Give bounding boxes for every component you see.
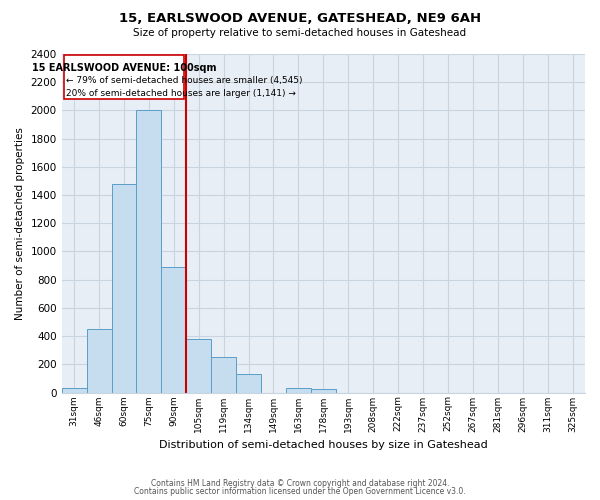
- Text: ← 79% of semi-detached houses are smaller (4,545): ← 79% of semi-detached houses are smalle…: [66, 76, 302, 85]
- Bar: [112, 184, 136, 392]
- Bar: [236, 374, 261, 392]
- Bar: [161, 267, 186, 392]
- Bar: [311, 389, 336, 392]
- X-axis label: Distribution of semi-detached houses by size in Gateshead: Distribution of semi-detached houses by …: [159, 440, 488, 450]
- Y-axis label: Number of semi-detached properties: Number of semi-detached properties: [15, 127, 25, 320]
- Bar: [286, 388, 311, 392]
- Text: Size of property relative to semi-detached houses in Gateshead: Size of property relative to semi-detach…: [133, 28, 467, 38]
- Bar: [186, 339, 211, 392]
- Bar: [136, 110, 161, 392]
- Text: 15 EARLSWOOD AVENUE: 100sqm: 15 EARLSWOOD AVENUE: 100sqm: [32, 63, 217, 73]
- Text: 20% of semi-detached houses are larger (1,141) →: 20% of semi-detached houses are larger (…: [66, 88, 296, 98]
- Bar: [86, 329, 112, 392]
- Text: Contains HM Land Registry data © Crown copyright and database right 2024.: Contains HM Land Registry data © Crown c…: [151, 478, 449, 488]
- FancyBboxPatch shape: [64, 56, 184, 99]
- Text: 15, EARLSWOOD AVENUE, GATESHEAD, NE9 6AH: 15, EARLSWOOD AVENUE, GATESHEAD, NE9 6AH: [119, 12, 481, 26]
- Bar: [211, 356, 236, 392]
- Text: Contains public sector information licensed under the Open Government Licence v3: Contains public sector information licen…: [134, 487, 466, 496]
- Bar: [62, 388, 86, 392]
